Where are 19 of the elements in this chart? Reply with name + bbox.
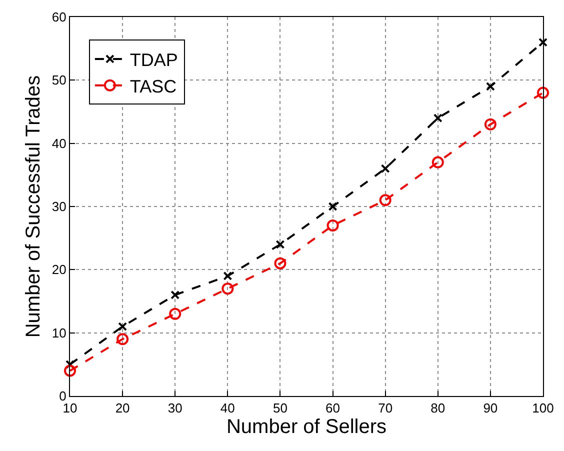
y-tick-label: 60 (52, 10, 66, 25)
x-tick-label: 60 (326, 400, 340, 416)
x-axis-title: Number of Sellers (226, 416, 387, 438)
y-tick-label: 10 (52, 325, 66, 340)
x-tick-label: 80 (430, 400, 446, 416)
legend-label: TDAP (130, 50, 178, 70)
y-axis-title: Number of Successful Trades (22, 75, 44, 338)
x-tick-label: 30 (168, 400, 182, 416)
y-tick-label: 40 (52, 136, 66, 151)
y-tick-label: 20 (52, 262, 66, 278)
x-tick-label: 90 (483, 400, 498, 416)
x-tick-label: 50 (272, 400, 288, 416)
y-tick-label: 30 (52, 199, 66, 214)
legend-label: TASC (130, 76, 177, 96)
y-tick-label: 50 (52, 72, 66, 88)
x-tick-label: 40 (220, 400, 235, 416)
x-tick-label: 70 (378, 400, 393, 416)
x-tick-label: 20 (115, 400, 130, 416)
x-tick-label: 100 (532, 400, 554, 416)
